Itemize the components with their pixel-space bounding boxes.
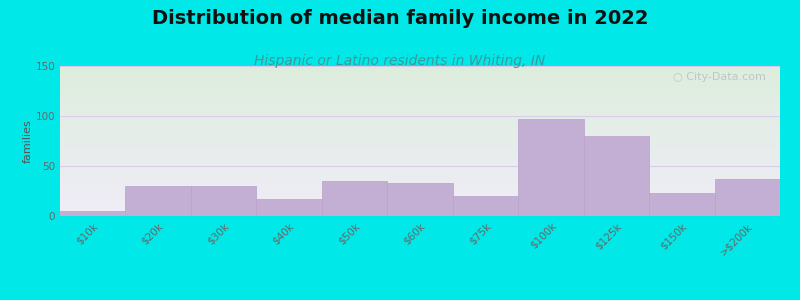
Bar — [714, 179, 780, 216]
Bar — [453, 196, 518, 216]
Y-axis label: families: families — [22, 119, 33, 163]
Bar — [518, 119, 584, 216]
Bar — [126, 186, 191, 216]
Bar — [649, 193, 714, 216]
Text: Distribution of median family income in 2022: Distribution of median family income in … — [152, 9, 648, 28]
Bar — [584, 136, 649, 216]
Bar — [60, 211, 126, 216]
Bar — [322, 181, 387, 216]
Bar — [191, 186, 256, 216]
Bar — [256, 199, 322, 216]
Bar — [387, 183, 453, 216]
Text: ○ City-Data.com: ○ City-Data.com — [673, 72, 766, 82]
Text: Hispanic or Latino residents in Whiting, IN: Hispanic or Latino residents in Whiting,… — [254, 54, 546, 68]
